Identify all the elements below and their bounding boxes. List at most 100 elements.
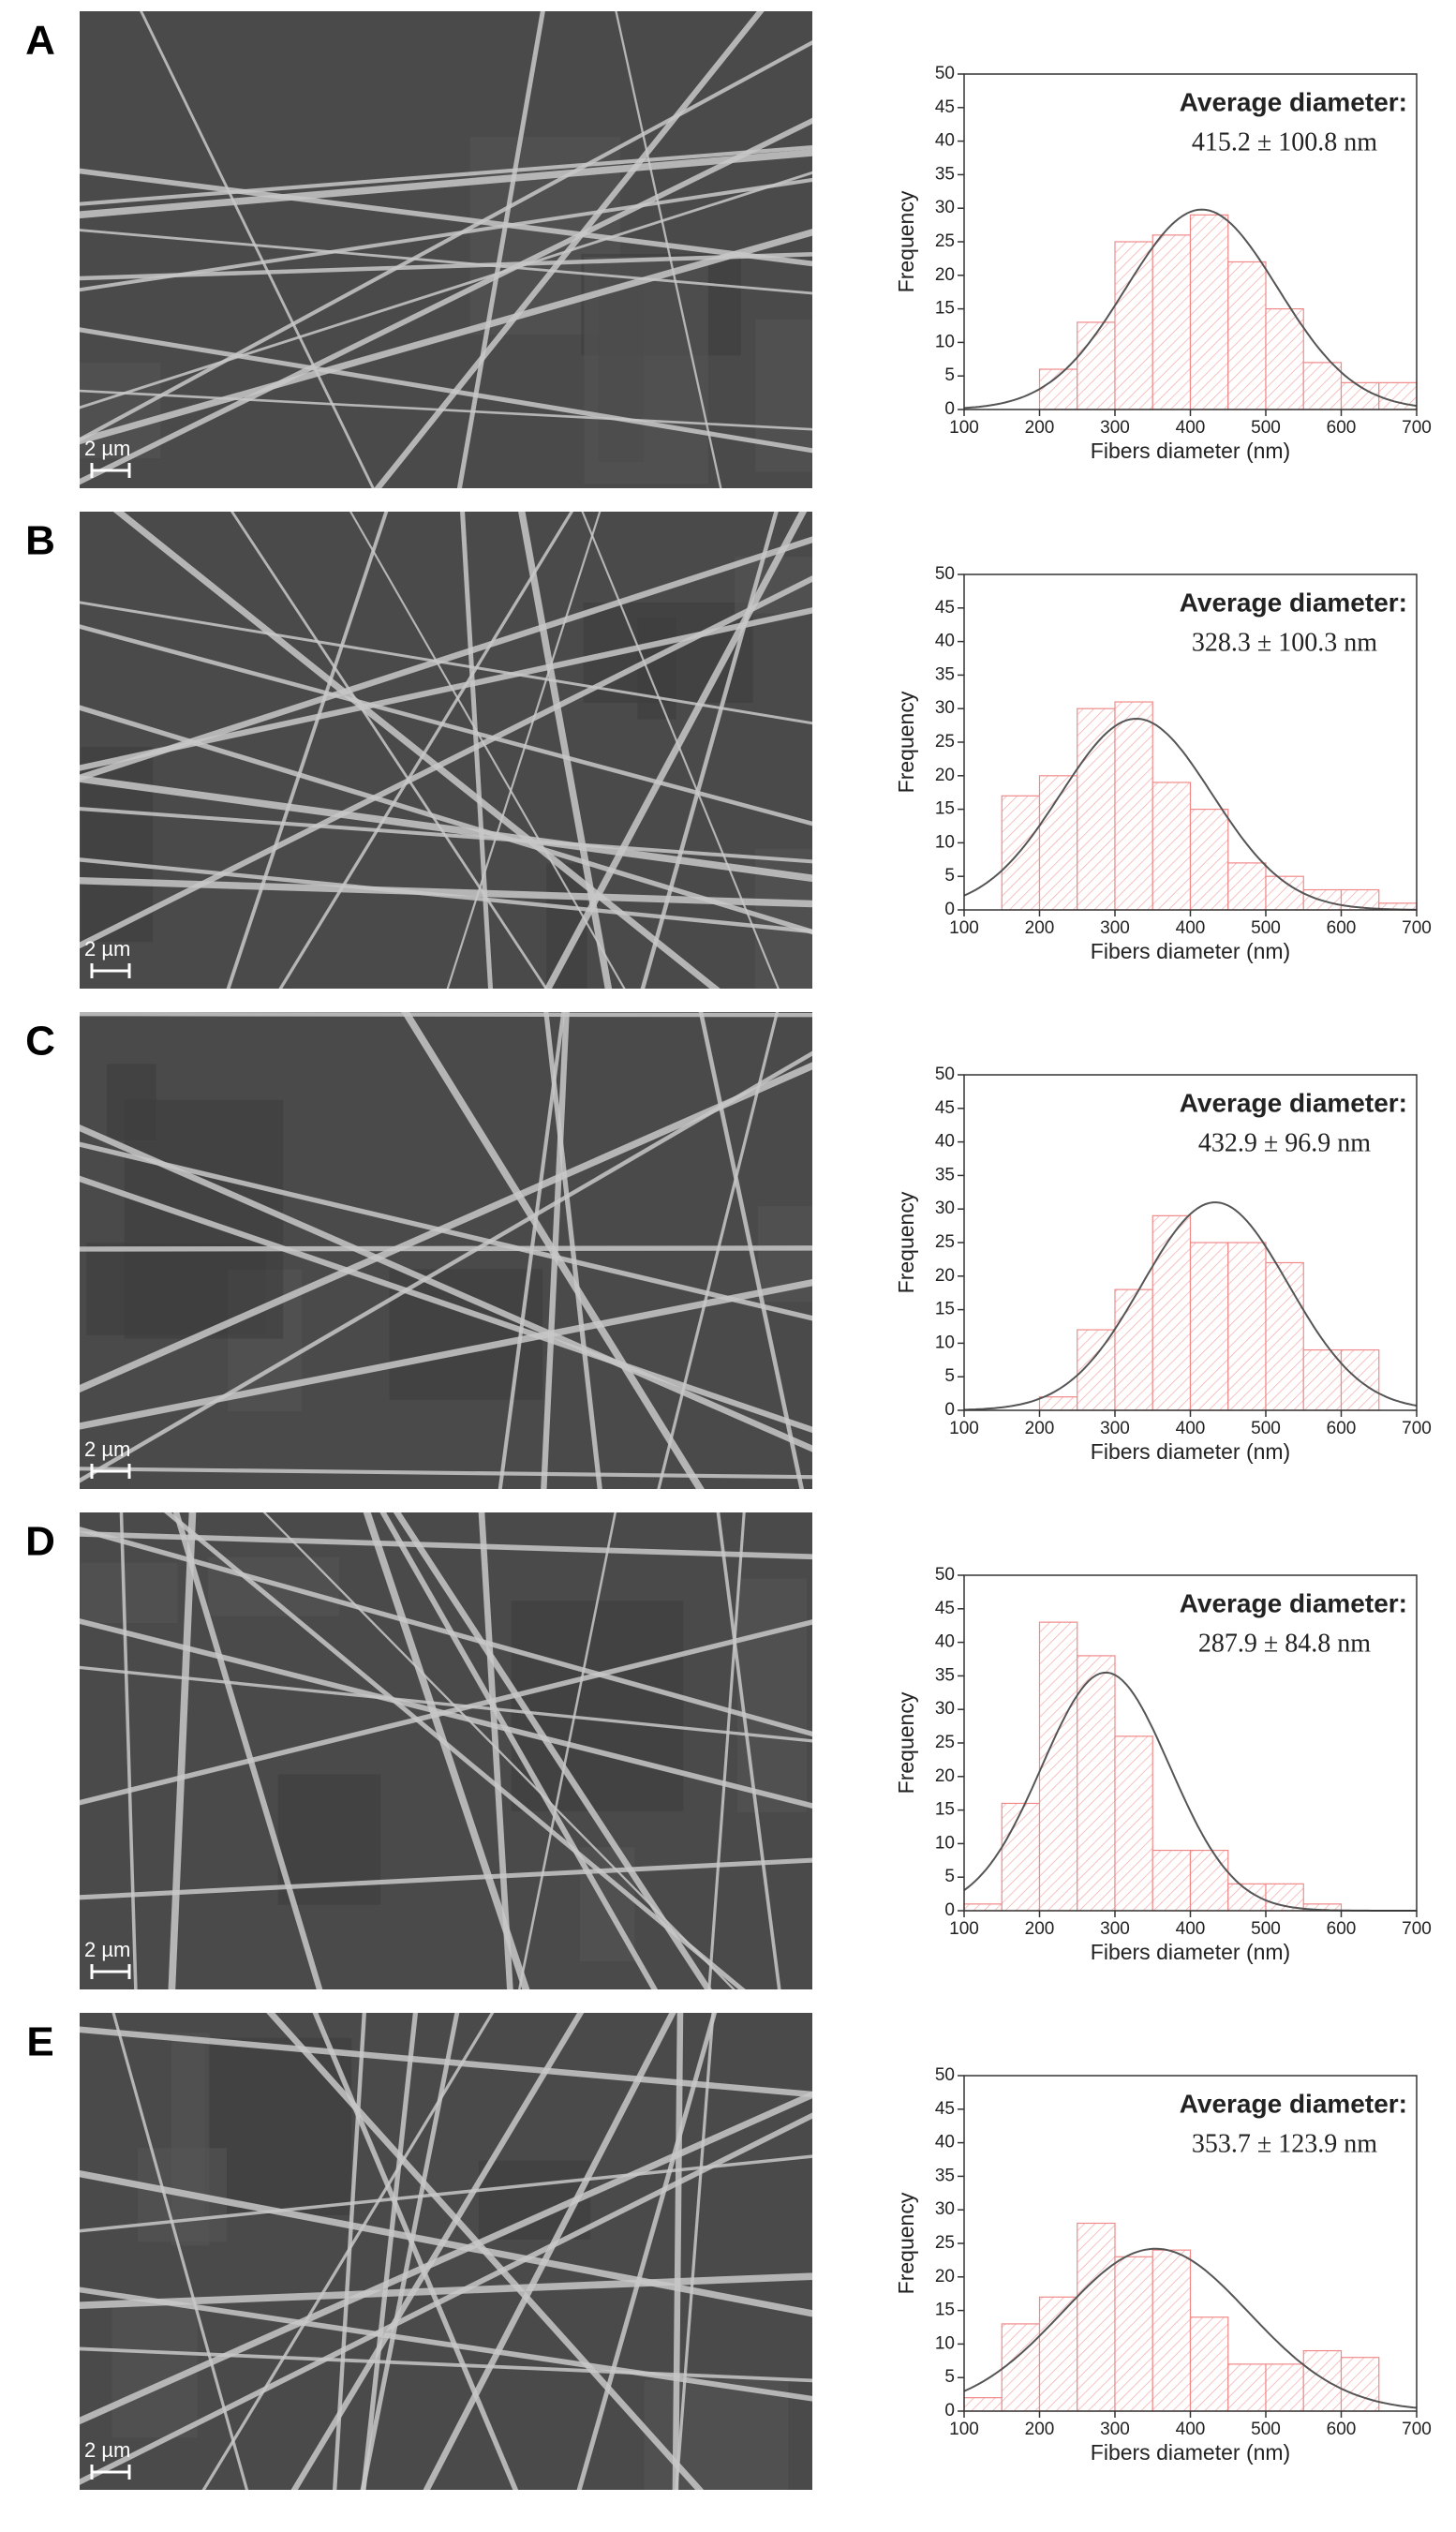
x-tick-label: 500 [1251, 1919, 1281, 1939]
y-tick-label: 20 [935, 766, 955, 785]
y-tick-label: 10 [935, 2333, 955, 2353]
y-tick-label: 25 [935, 1733, 955, 1752]
x-tick-label: 500 [1251, 418, 1281, 438]
y-axis-label: Frequency [894, 1691, 918, 1794]
bar [1114, 1288, 1153, 1411]
x-tick-label: 200 [1025, 2420, 1055, 2439]
fiber [672, 2013, 684, 2490]
y-tick-label: 20 [935, 1766, 955, 1786]
fiber [543, 512, 808, 989]
fiber [716, 1512, 781, 1989]
y-tick-label: 40 [935, 632, 955, 651]
annotation-title: Average diameter: [1180, 588, 1407, 617]
y-tick-label: 50 [935, 2065, 955, 2085]
sem-image [80, 1012, 812, 1489]
y-tick-label: 45 [935, 598, 955, 618]
bar [1001, 1802, 1041, 1912]
sem-texture [204, 2037, 352, 2215]
y-tick-label: 0 [944, 1400, 955, 1420]
x-tick-label: 100 [949, 418, 979, 438]
y-tick-label: 35 [935, 164, 955, 184]
y-tick-label: 40 [935, 131, 955, 151]
fiber [168, 1512, 197, 1989]
fiber [172, 1512, 323, 1989]
y-tick-label: 5 [944, 1867, 955, 1886]
scale-bar-label: 2 µm [84, 2438, 130, 2462]
x-tick-label: 500 [1251, 918, 1281, 938]
x-tick-label: 500 [1251, 1419, 1281, 1438]
fiber [80, 327, 812, 454]
annotation-title: Average diameter: [1180, 87, 1407, 116]
x-tick-label: 300 [1100, 918, 1130, 938]
y-tick-label: 20 [935, 2267, 955, 2286]
fiber [278, 512, 574, 989]
scale-bar-label: 2 µm [84, 937, 130, 961]
annotation-value: 353.7 ± 123.9 nm [1192, 2129, 1377, 2158]
bar [1227, 2363, 1267, 2412]
annotation-title: Average diameter: [1180, 1088, 1407, 1117]
bar [1077, 321, 1116, 410]
fiber [80, 1062, 812, 1393]
annotation-value: 287.9 ± 84.8 nm [1198, 1629, 1371, 1658]
x-axis-label: Fibers diameter (nm) [1091, 939, 1290, 963]
x-axis-label: Fibers diameter (nm) [1091, 2440, 1290, 2465]
bar [1189, 1849, 1229, 1912]
x-tick-label: 600 [1327, 418, 1357, 438]
x-tick-label: 100 [949, 1919, 979, 1939]
y-tick-label: 45 [935, 1599, 955, 1618]
fiber [230, 512, 548, 989]
y-tick-label: 45 [935, 2099, 955, 2119]
bar [1151, 2249, 1192, 2412]
y-axis-label: Frequency [894, 190, 918, 292]
sem-background [80, 512, 812, 989]
x-tick-label: 600 [1327, 2420, 1357, 2439]
x-tick-label: 200 [1025, 1419, 1055, 1438]
x-tick-label: 100 [949, 918, 979, 938]
x-tick-label: 600 [1327, 1419, 1357, 1438]
x-tick-label: 400 [1176, 418, 1206, 438]
bar [1077, 2222, 1116, 2412]
fiber [119, 1512, 138, 1989]
x-axis-label: Fibers diameter (nm) [1091, 439, 1290, 463]
fiber [80, 1124, 812, 1452]
sem-texture [644, 2379, 789, 2490]
y-tick-label: 10 [935, 1833, 955, 1853]
bar [1151, 1214, 1192, 1411]
fiber [456, 11, 545, 488]
fiber [80, 1527, 812, 1737]
y-tick-label: 5 [944, 2367, 955, 2387]
y-tick-label: 10 [935, 1333, 955, 1352]
fiber [707, 1512, 746, 1989]
fiber [80, 39, 812, 442]
fiber [349, 512, 626, 989]
sem-texture [171, 2033, 210, 2246]
sem-image [80, 1512, 812, 1989]
bar [1189, 1242, 1229, 1411]
bar [1114, 701, 1153, 911]
annotation-value: 328.3 ± 100.3 nm [1192, 628, 1377, 657]
fiber [80, 1531, 812, 1560]
fiber [80, 252, 812, 281]
scale-bar-label: 2 µm [84, 1938, 130, 1961]
fiber [543, 1012, 602, 1489]
fiber [80, 1279, 812, 1430]
sem-texture [207, 1556, 340, 1616]
y-tick-label: 40 [935, 1132, 955, 1152]
bar [1265, 308, 1304, 410]
bar [963, 1903, 1003, 1912]
bar [1077, 1655, 1116, 1912]
fiber [518, 512, 613, 989]
fiber [80, 1665, 812, 1743]
y-axis-label: Frequency [894, 691, 918, 793]
bar [963, 2397, 1003, 2412]
y-tick-label: 25 [935, 732, 955, 752]
fiber [80, 2346, 812, 2383]
fiber [361, 2013, 419, 2490]
sem-image [80, 512, 812, 989]
fiber [360, 2013, 460, 2490]
y-tick-label: 15 [935, 1300, 955, 1319]
y-tick-label: 0 [944, 2401, 955, 2420]
y-tick-label: 35 [935, 664, 955, 684]
